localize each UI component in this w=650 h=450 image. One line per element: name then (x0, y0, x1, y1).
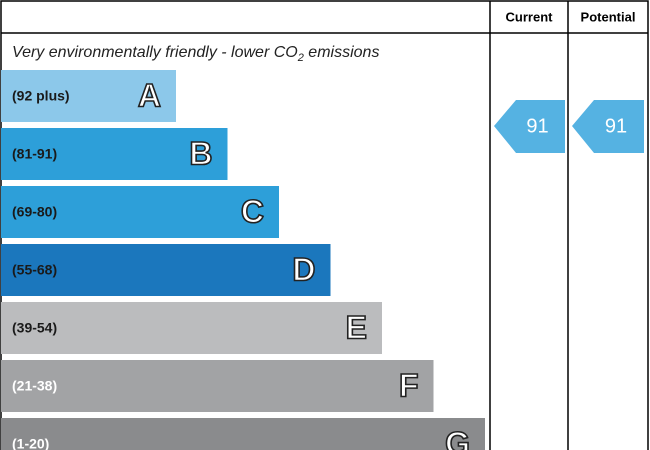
subtitle-text: Very environmentally friendly - lower CO (12, 44, 298, 61)
band-bar (1, 418, 485, 450)
band-range: (55-68) (12, 262, 57, 278)
band-letter: A (138, 77, 161, 113)
band-letter: C (241, 193, 264, 229)
band-range: (92 plus) (12, 88, 70, 104)
band-letter: E (346, 309, 367, 345)
rating-arrow (494, 100, 565, 153)
band-bar (1, 70, 176, 122)
band-range: (69-80) (12, 204, 57, 220)
band-letter: D (292, 251, 315, 287)
rating-value: 91 (526, 115, 548, 137)
band-bar (1, 128, 228, 180)
rating-arrow (572, 100, 644, 153)
band-letter: G (445, 425, 470, 450)
band-range: (39-54) (12, 320, 57, 336)
band-range: (1-20) (12, 436, 49, 450)
subscript: 2 (297, 52, 304, 64)
band-range: (21-38) (12, 378, 57, 394)
band-bar (1, 186, 279, 238)
rating-value: 91 (605, 115, 627, 137)
band-bar (1, 302, 382, 354)
band-bar (1, 244, 331, 296)
potential-header: Potential (581, 9, 636, 24)
band-letter: F (399, 367, 419, 403)
band-letter: B (189, 135, 212, 171)
subtitle: Very environmentally friendly - lower CO… (12, 44, 379, 64)
band-range: (81-91) (12, 146, 57, 162)
subtitle-text: emissions (304, 44, 380, 61)
current-header: Current (506, 9, 554, 24)
band-bar (1, 360, 434, 412)
